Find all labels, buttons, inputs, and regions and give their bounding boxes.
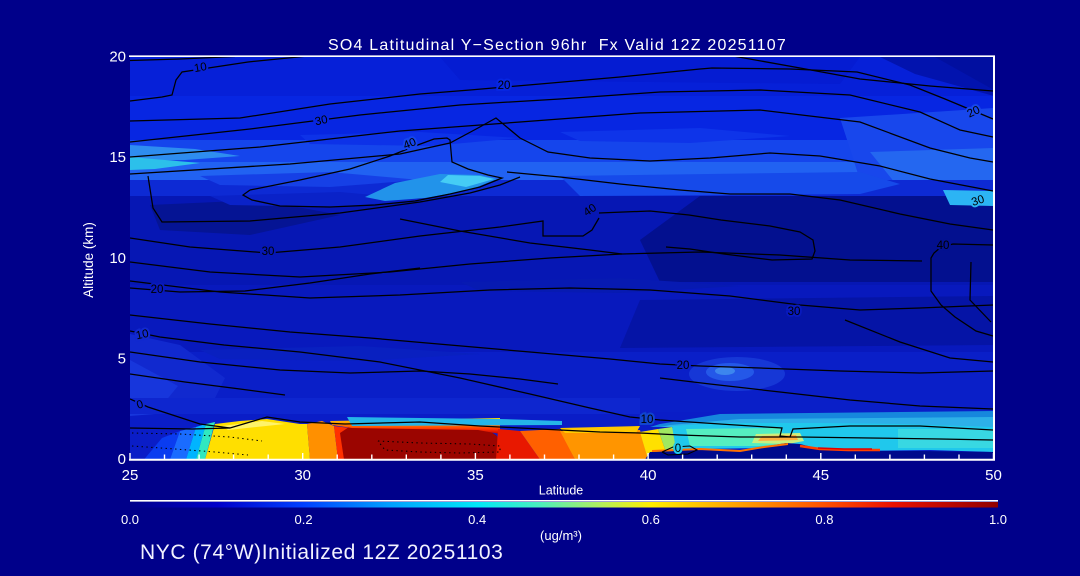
svg-text:30: 30 (788, 306, 801, 318)
svg-text:25: 25 (122, 467, 139, 484)
svg-text:20: 20 (109, 49, 126, 66)
svg-text:0: 0 (675, 443, 681, 455)
svg-text:30: 30 (314, 114, 329, 128)
svg-text:15: 15 (109, 149, 126, 166)
svg-text:50: 50 (985, 467, 1002, 484)
svg-text:5: 5 (118, 350, 126, 367)
svg-text:45: 45 (812, 467, 829, 484)
svg-text:Latitude: Latitude (539, 484, 584, 498)
svg-text:35: 35 (467, 467, 484, 484)
svg-text:10: 10 (135, 328, 150, 342)
svg-text:20: 20 (498, 80, 511, 92)
svg-text:40: 40 (640, 467, 657, 484)
svg-text:20: 20 (677, 360, 690, 372)
svg-text:30: 30 (262, 246, 275, 258)
svg-text:0.0: 0.0 (121, 512, 139, 527)
svg-text:0: 0 (118, 451, 126, 468)
svg-text:0.4: 0.4 (468, 512, 486, 527)
svg-text:SO4 Latitudinal Y−Section 96hr: SO4 Latitudinal Y−Section 96hr Fx Valid … (328, 37, 787, 54)
svg-text:30: 30 (294, 467, 311, 484)
svg-text:10: 10 (641, 414, 654, 426)
svg-text:1.0: 1.0 (989, 512, 1007, 527)
svg-text:0.8: 0.8 (815, 512, 833, 527)
svg-text:10: 10 (193, 61, 208, 75)
svg-text:10: 10 (109, 250, 126, 267)
svg-text:(ug/m³): (ug/m³) (540, 528, 582, 543)
svg-text:0.2: 0.2 (295, 512, 313, 527)
svg-text:Altitude (km): Altitude (km) (81, 222, 96, 298)
svg-text:40: 40 (937, 240, 950, 252)
svg-text:NYC (74°W)Initialized 12Z 2025: NYC (74°W)Initialized 12Z 20251103 (140, 541, 503, 564)
svg-text:0.6: 0.6 (642, 512, 660, 527)
svg-text:20: 20 (151, 284, 164, 296)
